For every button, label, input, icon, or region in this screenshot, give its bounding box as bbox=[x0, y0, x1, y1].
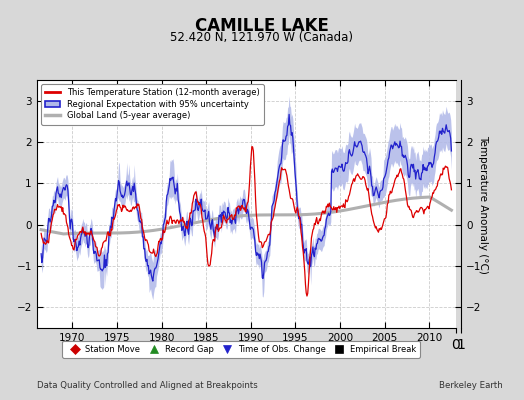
Legend: Station Move, Record Gap, Time of Obs. Change, Empirical Break: Station Move, Record Gap, Time of Obs. C… bbox=[62, 340, 420, 358]
Legend: This Temperature Station (12-month average), Regional Expectation with 95% uncer: This Temperature Station (12-month avera… bbox=[41, 84, 264, 124]
Text: Berkeley Earth: Berkeley Earth bbox=[439, 381, 503, 390]
Y-axis label: Temperature Anomaly (°C): Temperature Anomaly (°C) bbox=[478, 134, 488, 274]
Text: 52.420 N, 121.970 W (Canada): 52.420 N, 121.970 W (Canada) bbox=[170, 32, 354, 44]
Text: Data Quality Controlled and Aligned at Breakpoints: Data Quality Controlled and Aligned at B… bbox=[37, 381, 257, 390]
Text: CAMILLE LAKE: CAMILLE LAKE bbox=[195, 17, 329, 35]
